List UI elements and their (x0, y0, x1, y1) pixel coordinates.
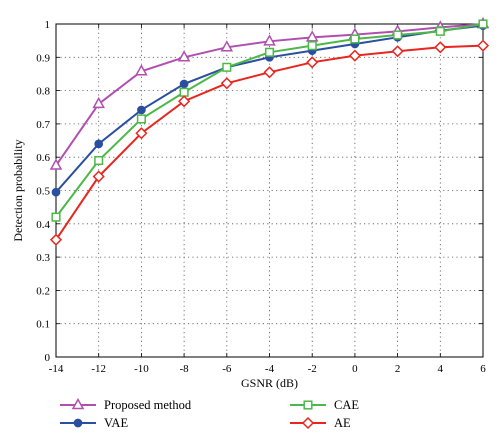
data-point-triangle (92, 96, 105, 109)
x-axis-label: GSNR (dB) (241, 376, 298, 390)
data-point-circle (51, 187, 61, 197)
y-tick-label: 0.6 (36, 152, 50, 164)
data-point-diamond (348, 49, 361, 62)
legend-marker-circle (73, 418, 83, 428)
data-point-triangle (49, 158, 63, 170)
x-tick-label: -8 (180, 363, 190, 375)
legend: Proposed method CAE VAE AE (60, 397, 359, 430)
data-point-diamond (434, 41, 447, 54)
y-tick-label: 0.1 (36, 319, 50, 331)
legend-entry: AE (290, 416, 351, 430)
legend-entry: CAE (290, 398, 359, 412)
x-tick-label: -12 (91, 363, 106, 375)
x-tick-label: -2 (308, 363, 317, 375)
x-tick-label: -4 (265, 363, 275, 375)
legend-marker-triangle (71, 397, 85, 410)
x-tick-label: 4 (438, 363, 444, 375)
data-point-diamond (135, 127, 148, 140)
series-proposed-method (49, 16, 490, 170)
legend-label: AE (334, 416, 351, 430)
data-point-diamond (391, 45, 404, 58)
y-tick-label: 0 (45, 352, 51, 364)
y-tick-label: 0.7 (36, 119, 50, 131)
data-point-diamond (220, 77, 233, 90)
data-point-circle (137, 105, 146, 115)
legend-marker-diamond (301, 416, 315, 430)
x-tick-label: 2 (395, 363, 401, 375)
y-tick-label: 1 (45, 19, 51, 31)
legend-label: Proposed method (104, 398, 192, 412)
series-cae (51, 19, 488, 222)
data-point-diamond (263, 66, 276, 79)
data-point-triangle (177, 50, 191, 62)
data-point-diamond (178, 95, 191, 108)
data-point-square (222, 62, 232, 72)
x-tick-label: -10 (134, 363, 149, 375)
x-tick-label: -14 (49, 363, 64, 375)
data-point-square (350, 34, 360, 44)
data-point-circle (179, 79, 189, 89)
y-tick-label: 0.2 (36, 285, 50, 297)
x-tick-label: 6 (480, 363, 486, 375)
legend-marker-square (303, 400, 313, 410)
legend-entry: Proposed method (60, 397, 192, 412)
grid-lines (56, 24, 483, 357)
data-point-square (179, 87, 189, 97)
data-point-triangle (135, 64, 148, 76)
series-ae (49, 39, 490, 246)
data-point-triangle (305, 30, 319, 42)
x-tick-label: -6 (222, 363, 232, 375)
y-tick-label: 0.3 (36, 252, 50, 264)
legend-label: VAE (104, 416, 128, 430)
legend-entry: VAE (60, 416, 128, 430)
y-tick-label: 0.4 (36, 219, 50, 231)
y-tick-label: 0.9 (36, 52, 50, 64)
data-point-diamond (92, 170, 105, 183)
y-axis-label: Detection probability (11, 139, 25, 241)
x-tick-label: 0 (352, 363, 358, 375)
axis-ticks: -14 -12 -10 -8 -6 -4 -2 0 2 4 6 0 0.1 0.2 0.3 0.4 0.5 0.6… (36, 19, 486, 375)
data-point-square (94, 155, 104, 166)
data-point-square (393, 30, 403, 40)
data-point-square (136, 114, 146, 124)
data-point-square (478, 19, 488, 29)
data-point-square (435, 26, 445, 36)
data-point-square (51, 212, 61, 222)
y-tick-label: 0.8 (36, 86, 50, 98)
data-point-diamond (49, 233, 63, 246)
data-point-circle (94, 139, 104, 149)
y-tick-label: 0.5 (36, 186, 50, 198)
legend-label: CAE (334, 398, 359, 412)
data-point-triangle (263, 34, 276, 46)
data-point-diamond (306, 56, 319, 69)
data-point-square (264, 47, 275, 57)
series-layer (49, 16, 490, 246)
data-point-diamond (476, 39, 490, 52)
data-point-triangle (220, 40, 234, 52)
data-point-square (307, 41, 317, 51)
